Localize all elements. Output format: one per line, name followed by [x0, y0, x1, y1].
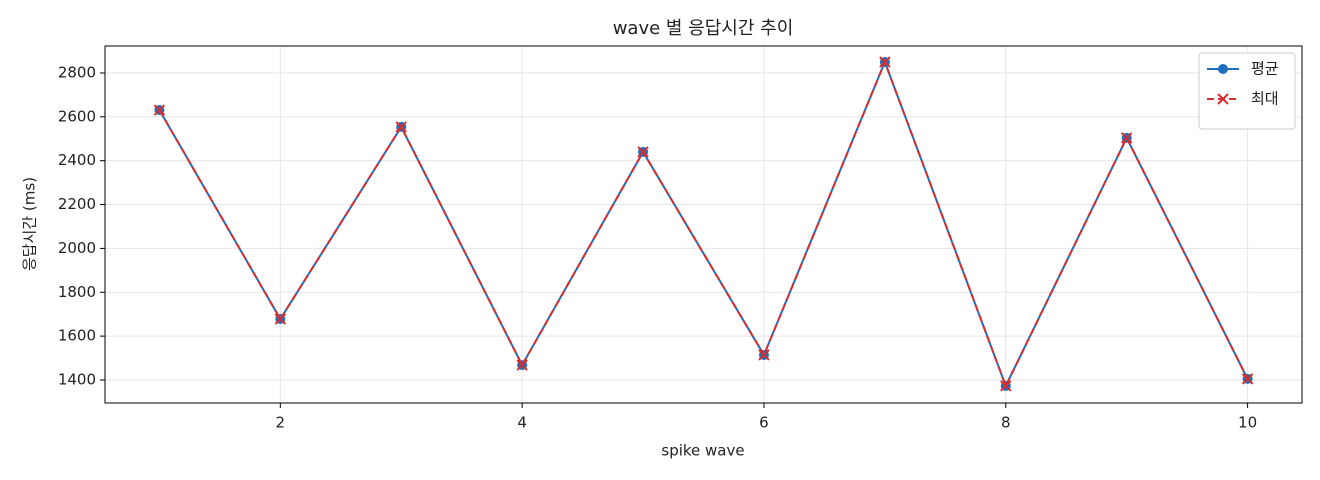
x-tick-label: 2 — [276, 414, 286, 432]
marker — [274, 313, 287, 325]
x-tick-label: 6 — [759, 414, 769, 432]
x-axis-label: spike wave — [661, 442, 744, 460]
y-tick-label: 2200 — [58, 195, 96, 213]
marker — [395, 121, 407, 133]
marker — [879, 56, 891, 68]
marker — [516, 359, 528, 371]
marker — [1217, 93, 1229, 105]
chart-title: wave 별 응답시간 추이 — [613, 18, 794, 39]
legend-label: 최대 — [1251, 90, 1279, 108]
y-tick-label: 1800 — [58, 283, 96, 301]
y-axis-label: 응답시간 (ms) — [21, 177, 39, 271]
y-tick-label: 1600 — [58, 327, 96, 345]
y-tick-label: 2800 — [58, 63, 96, 81]
marker — [1000, 380, 1012, 392]
y-tick-label: 1400 — [58, 370, 96, 388]
marker — [1218, 64, 1228, 74]
legend-label: 평균 — [1251, 60, 1279, 78]
marker — [1120, 132, 1133, 144]
marker — [637, 146, 649, 158]
marker — [758, 349, 770, 361]
y-tick-label: 2400 — [58, 151, 96, 169]
series-line — [158, 59, 1249, 389]
x-tick-label: 10 — [1238, 414, 1257, 432]
y-tick-label: 2600 — [58, 107, 96, 125]
x-tick-label: 4 — [517, 414, 527, 432]
marker — [153, 104, 166, 116]
marker — [1241, 373, 1254, 385]
legend-box — [1198, 52, 1296, 130]
plot-frame — [104, 45, 1303, 404]
y-tick-label: 2000 — [58, 239, 96, 257]
x-tick-label: 8 — [1001, 414, 1011, 432]
